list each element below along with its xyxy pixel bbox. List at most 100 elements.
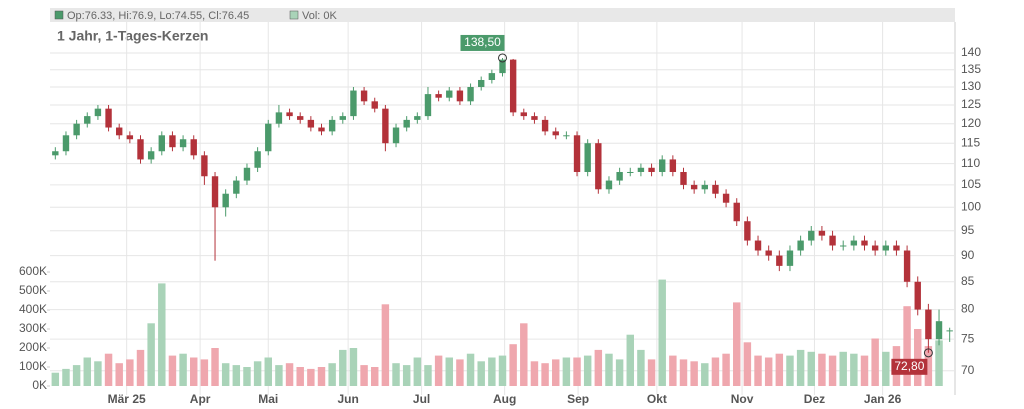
- candle-body: [456, 90, 464, 102]
- volume-bar: [381, 304, 390, 386]
- volume-bar: [456, 359, 464, 386]
- volume-bar: [658, 279, 666, 386]
- candle-body: [871, 245, 879, 251]
- volume-bar: [158, 283, 166, 386]
- candle-body: [52, 151, 59, 156]
- candle-body: [903, 250, 911, 282]
- volume-bar: [168, 355, 177, 386]
- candle-body: [925, 309, 932, 340]
- y-tick-label: 90: [961, 248, 975, 262]
- candle-body: [286, 112, 293, 117]
- x-tick-label: Dez: [804, 392, 825, 406]
- candle-body: [318, 127, 325, 132]
- low-label: 72,80: [894, 359, 924, 373]
- candle-body: [914, 281, 921, 310]
- high-marker: [498, 53, 507, 63]
- candle-body: [73, 123, 80, 136]
- volume-bar: [275, 365, 283, 386]
- candle-body: [446, 90, 453, 98]
- volume-bar: [360, 365, 368, 386]
- volume-bar: [200, 359, 209, 386]
- volume-bar: [637, 349, 645, 386]
- candle-body: [882, 245, 889, 251]
- candle-body: [116, 127, 123, 136]
- volume-bar: [679, 359, 688, 386]
- candle-body: [126, 135, 134, 140]
- candle-body: [563, 135, 570, 137]
- candle-body: [680, 171, 687, 185]
- high-box: [460, 34, 505, 51]
- candle-body: [595, 143, 602, 190]
- candle-body: [201, 155, 208, 177]
- candle-body: [637, 167, 645, 172]
- volume-bar: [850, 353, 858, 386]
- y-tick-label: 105: [961, 177, 981, 191]
- candle-body: [850, 240, 858, 246]
- candle-body: [701, 184, 708, 190]
- volume-bar: [466, 353, 475, 386]
- volume-bar: [115, 363, 123, 386]
- volume-bar: [796, 349, 805, 386]
- volume-bar: [690, 361, 698, 386]
- volume-bar: [232, 365, 241, 386]
- x-tick-label: Sep: [567, 392, 589, 406]
- volume-bar: [296, 367, 304, 386]
- x-tick-label: Aug: [493, 392, 516, 406]
- volume-bar: [754, 355, 762, 386]
- volume-bar: [72, 365, 81, 386]
- y-tick-label: 85: [961, 274, 975, 288]
- volume-tick-label: 200K: [19, 340, 47, 354]
- x-tick-label: Mär 25: [108, 392, 146, 406]
- candle-body: [722, 193, 730, 203]
- volume-bar: [711, 357, 720, 386]
- volume-bar: [413, 357, 422, 386]
- subtitle: 1 Jahr, 1-Tages-Kerzen: [57, 28, 208, 44]
- candle-body: [158, 135, 165, 152]
- volume-bar: [583, 355, 592, 386]
- y-tick-label: 135: [961, 62, 981, 76]
- volume-bar: [935, 340, 943, 386]
- volume-bar: [615, 359, 624, 386]
- volume-bar: [562, 357, 571, 386]
- volume-bar: [541, 363, 549, 386]
- header-bar: [50, 8, 955, 22]
- volume-bar: [445, 357, 453, 386]
- y-tick-label: 75: [961, 331, 975, 345]
- volume-bar: [349, 348, 358, 386]
- volume-tick-label: 100K: [19, 359, 47, 373]
- candle-body: [360, 90, 368, 102]
- volume-tick-label: 500K: [19, 283, 47, 297]
- candle-body: [531, 116, 538, 120]
- volume-icon: [289, 10, 299, 20]
- volume-bar: [221, 363, 230, 386]
- volume-bar: [147, 323, 155, 386]
- volume-bar: [828, 355, 837, 386]
- volume-tick-label: 600K: [19, 264, 47, 278]
- candle-body: [744, 221, 751, 241]
- volume-bar: [701, 363, 709, 386]
- candle-body: [648, 167, 655, 172]
- volume-bar: [371, 367, 379, 386]
- candle-body: [840, 245, 847, 247]
- candle-body: [893, 245, 900, 251]
- volume-bar: [179, 353, 187, 386]
- volume-bar: [573, 357, 581, 386]
- candle-body: [222, 193, 229, 208]
- high-label: 138,50: [464, 35, 501, 49]
- volume-bar: [402, 365, 411, 386]
- candle-body: [233, 180, 240, 194]
- volume-bar: [914, 329, 922, 386]
- candle-body: [392, 127, 400, 144]
- y-tick-label: 95: [961, 223, 975, 237]
- candle-body: [169, 135, 176, 148]
- candle-body: [861, 240, 868, 246]
- candle-body: [786, 250, 794, 266]
- volume-bar: [285, 363, 294, 386]
- ohlc-icon: [54, 10, 64, 20]
- volume-bar: [860, 355, 869, 386]
- volume-bar: [488, 357, 496, 386]
- volume-bar: [530, 361, 539, 386]
- x-tick-label: Jun: [337, 392, 358, 406]
- volume-bar: [424, 365, 432, 386]
